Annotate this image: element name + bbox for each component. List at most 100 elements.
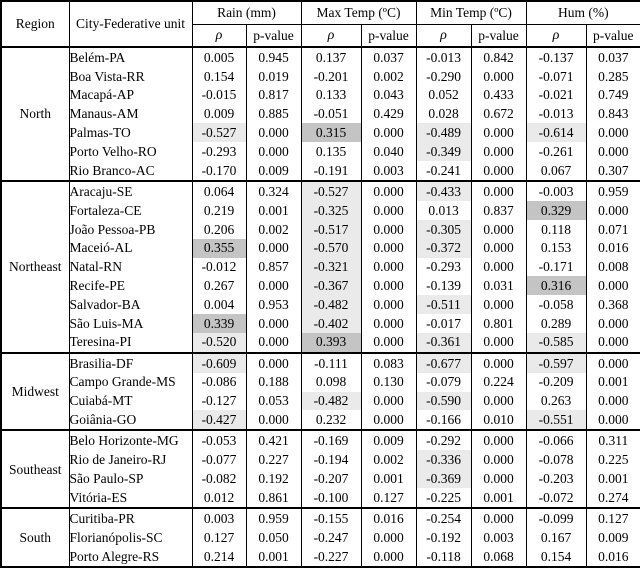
rho-cell: 0.133 [300, 85, 362, 105]
p-value-cell: 0.000 [585, 201, 640, 220]
rho-cell: -0.551 [525, 410, 587, 431]
p-value-cell: 0.050 [245, 528, 302, 547]
rho-cell: -0.100 [300, 488, 362, 509]
region-group-north: North Belém-PA 0.005 0.945 0.137 0.037 -0.013 0… [0, 47, 640, 182]
p-value-cell: 0.000 [470, 391, 527, 411]
p-value-cell: 0.192 [245, 469, 302, 489]
rain-pvalue-header: p-value [245, 24, 302, 47]
p-value-cell: 0.000 [245, 123, 302, 143]
rho-cell: 0.009 [191, 104, 247, 124]
rho-cell: -0.013 [415, 47, 472, 68]
rho-cell: -0.527 [191, 123, 247, 143]
rho-cell: 0.232 [300, 410, 362, 431]
rho-cell: -0.293 [415, 257, 472, 277]
p-value-cell: 0.000 [585, 391, 640, 411]
rho-cell: -0.402 [300, 313, 362, 333]
p-value-cell: 0.307 [585, 161, 640, 182]
rho-cell: 0.098 [300, 372, 362, 392]
rho-cell: -0.261 [525, 142, 587, 161]
table-row: North Belém-PA 0.005 0.945 0.137 0.037 -0.013 0… [0, 47, 640, 182]
rho-cell: 0.316 [525, 276, 587, 296]
p-value-cell: 0.000 [585, 123, 640, 143]
rho-cell: 0.206 [191, 219, 247, 239]
rho-cell: -0.290 [415, 67, 472, 86]
rho-cell: -0.527 [300, 181, 362, 202]
p-value-cell: 0.857 [245, 257, 302, 277]
p-value-cell: 0.016 [585, 238, 640, 258]
p-value-cell: 0.000 [470, 508, 527, 529]
p-value-cell: 0.000 [360, 313, 417, 333]
rho-cell: 0.154 [191, 67, 247, 86]
city-cell: Boa Vista-RR [68, 67, 193, 86]
p-value-cell: 0.000 [360, 276, 417, 296]
p-value-cell: 0.001 [245, 201, 302, 220]
table-header: Region City-Federative unit Rain (mm) Ma… [0, 1, 640, 48]
rho-cell: -0.511 [415, 295, 472, 314]
rho-cell: 0.013 [415, 201, 472, 220]
p-value-cell: 0.001 [585, 372, 640, 392]
city-cell: São Luis-MA [68, 313, 193, 333]
rho-cell: -0.015 [191, 85, 247, 105]
p-value-cell: 0.000 [470, 67, 527, 86]
rho-cell: 0.067 [525, 161, 587, 182]
p-value-cell: 0.885 [245, 104, 302, 124]
min-temp-group-header: Min Temp (ºC) [415, 1, 527, 25]
city-cell: Fortaleza-CE [68, 201, 193, 220]
table-row: São Luis-MA 0.339 0.000 -0.402 0.000 -0.017 0.… [1, 313, 640, 333]
table-row: Salvador-BA 0.004 0.953 -0.482 0.000 -0.511 0.… [1, 295, 640, 314]
p-value-cell: 0.433 [470, 85, 527, 105]
p-value-cell: 0.016 [360, 508, 417, 529]
rho-cell: 0.219 [191, 201, 247, 220]
rho-cell: -0.013 [525, 104, 587, 124]
city-cell: Palmas-TO [68, 123, 193, 143]
table-row: João Pessoa-PB 0.206 0.002 -0.517 0.000 -0.30… [1, 219, 640, 239]
region-cell: South [0, 508, 70, 567]
city-cell: João Pessoa-PB [68, 219, 193, 239]
table-row: Fortaleza-CE 0.219 0.001 -0.325 0.000 0.013 0.… [1, 201, 640, 220]
rho-cell: 0.355 [191, 238, 247, 258]
table-row: Maceió-AL 0.355 0.000 -0.570 0.000 -0.372 0.00… [1, 238, 640, 258]
p-value-cell: 0.000 [470, 352, 527, 373]
p-value-cell: 0.000 [470, 219, 527, 239]
p-value-cell: 0.000 [360, 238, 417, 258]
rho-cell: 0.012 [191, 488, 247, 509]
table-row: Macapá-AP -0.015 0.817 0.133 0.043 0.052 0.433… [1, 85, 640, 105]
city-cell: Salvador-BA [68, 295, 193, 314]
table-row: Porto Velho-RO -0.293 0.000 0.135 0.040 -0.34… [1, 142, 640, 161]
rho-cell: -0.072 [525, 488, 587, 509]
rho-cell: -0.170 [191, 161, 247, 182]
rho-cell: -0.241 [415, 161, 472, 182]
p-value-cell: 0.749 [585, 85, 640, 105]
city-cell: Natal-RN [68, 257, 193, 277]
rho-symbol: ρ [215, 27, 223, 43]
p-value-cell: 0.817 [245, 85, 302, 105]
p-value-cell: 0.037 [585, 47, 640, 68]
p-value-cell: 0.429 [360, 104, 417, 124]
p-value-cell: 0.000 [245, 276, 302, 296]
p-value-cell: 0.959 [245, 508, 302, 529]
rho-cell: 0.052 [415, 85, 472, 105]
city-cell: Recife-PE [68, 276, 193, 296]
p-value-cell: 0.001 [470, 488, 527, 509]
table-row: Northeast Aracaju-SE 0.064 0.324 -0.527 0.000… [0, 181, 640, 353]
p-value-cell: 0.000 [585, 313, 640, 333]
p-value-cell: 0.000 [360, 219, 417, 239]
max-temp-group-header: Max Temp (ºC) [300, 1, 417, 25]
rho-cell: -0.137 [525, 47, 587, 68]
rho-cell: -0.127 [191, 391, 247, 411]
p-value-cell: 0.002 [245, 219, 302, 239]
table-row: Rio Branco-AC -0.170 0.009 -0.191 0.003 -0.24… [1, 161, 640, 182]
p-value-cell: 0.311 [585, 430, 640, 451]
rho-cell: -0.051 [300, 104, 362, 124]
p-value-cell: 0.285 [585, 67, 640, 86]
rho-cell: -0.169 [300, 430, 362, 451]
rho-cell: -0.597 [525, 352, 587, 373]
p-value-cell: 0.000 [360, 295, 417, 314]
city-cell: Aracaju-SE [68, 181, 193, 202]
header-sub-row: ρ p-value ρ p-value ρ p-value ρ p-value [1, 24, 640, 47]
p-value-cell: 0.000 [360, 546, 417, 567]
p-value-cell: 0.083 [360, 352, 417, 373]
rain-rho-header: ρ [191, 24, 247, 47]
p-value-cell: 0.002 [360, 67, 417, 86]
